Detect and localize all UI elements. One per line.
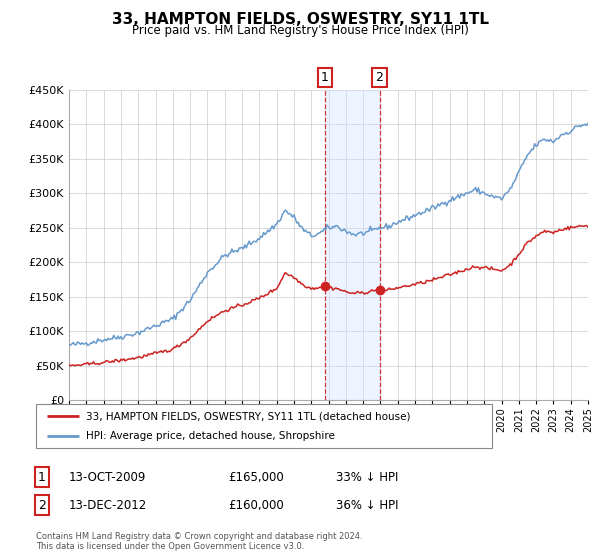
Text: 33, HAMPTON FIELDS, OSWESTRY, SY11 1TL (detached house): 33, HAMPTON FIELDS, OSWESTRY, SY11 1TL (… bbox=[86, 411, 410, 421]
Text: 1: 1 bbox=[321, 71, 329, 84]
Text: Price paid vs. HM Land Registry's House Price Index (HPI): Price paid vs. HM Land Registry's House … bbox=[131, 24, 469, 36]
Text: 2: 2 bbox=[376, 71, 383, 84]
Text: £165,000: £165,000 bbox=[228, 470, 284, 484]
Text: HPI: Average price, detached house, Shropshire: HPI: Average price, detached house, Shro… bbox=[86, 431, 335, 441]
Text: 1: 1 bbox=[38, 470, 46, 484]
Text: 2: 2 bbox=[38, 498, 46, 512]
Text: 36% ↓ HPI: 36% ↓ HPI bbox=[336, 498, 398, 512]
Text: 13-OCT-2009: 13-OCT-2009 bbox=[69, 470, 146, 484]
Text: 13-DEC-2012: 13-DEC-2012 bbox=[69, 498, 147, 512]
Text: 33% ↓ HPI: 33% ↓ HPI bbox=[336, 470, 398, 484]
FancyBboxPatch shape bbox=[36, 404, 492, 448]
Text: Contains HM Land Registry data © Crown copyright and database right 2024.
This d: Contains HM Land Registry data © Crown c… bbox=[36, 532, 362, 552]
Bar bbox=[325, 90, 380, 400]
Text: £160,000: £160,000 bbox=[228, 498, 284, 512]
Text: 33, HAMPTON FIELDS, OSWESTRY, SY11 1TL: 33, HAMPTON FIELDS, OSWESTRY, SY11 1TL bbox=[112, 12, 488, 27]
